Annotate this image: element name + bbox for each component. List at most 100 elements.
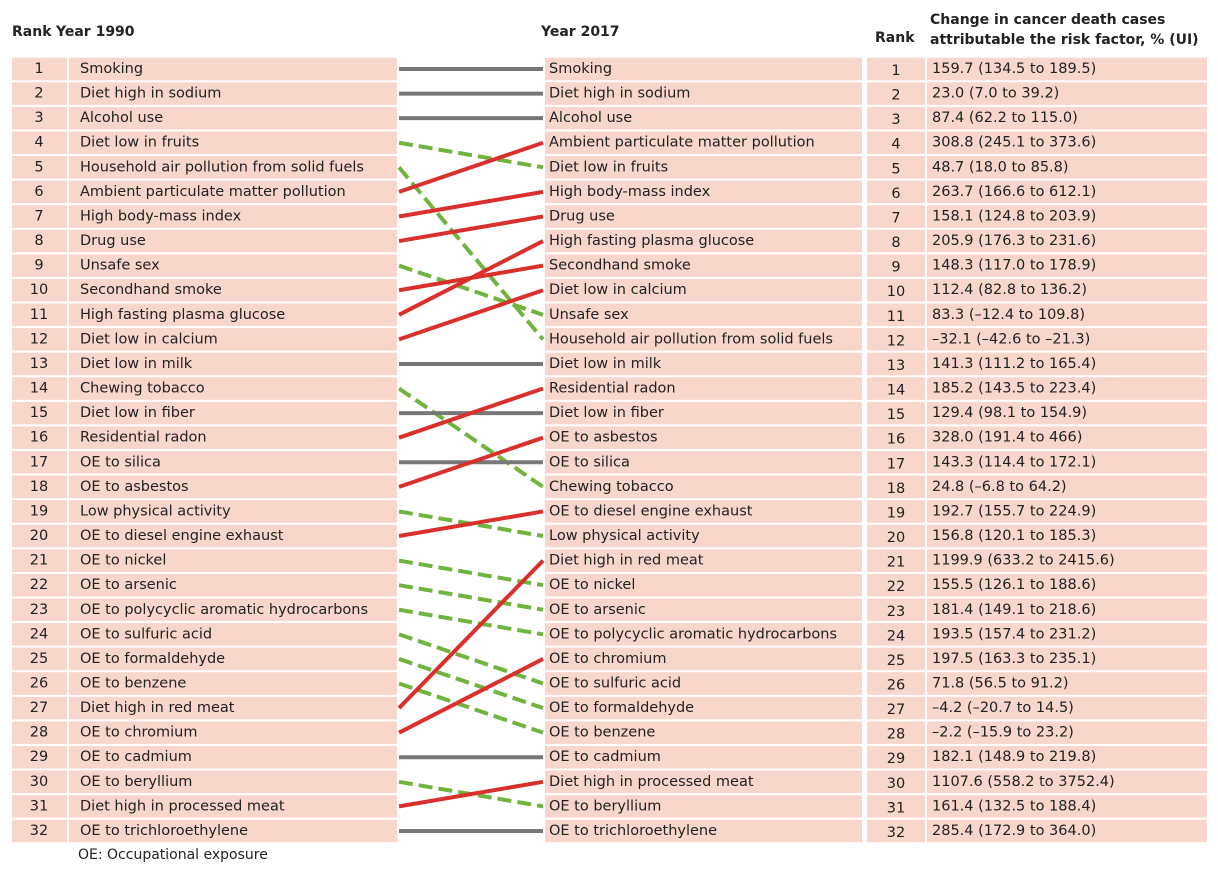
rank: 18 — [30, 479, 48, 495]
row-bg — [867, 401, 925, 425]
row-bg — [69, 745, 397, 769]
row-bg — [927, 598, 1207, 622]
change-value: 205.9 (176.3 to 231.6) — [932, 233, 1096, 249]
rank: 21 — [887, 555, 905, 571]
change-value: 83.3 (–12.4 to 109.8) — [932, 307, 1085, 323]
rank: 30 — [887, 776, 905, 792]
rank: 31 — [887, 800, 905, 816]
risk-factor: Diet low in calcium — [549, 282, 687, 298]
rank: 30 — [30, 774, 48, 790]
risk-factor: OE to formaldehyde — [549, 700, 694, 716]
rank: 2 — [891, 88, 900, 104]
row-bg — [545, 328, 862, 351]
header-change: attributable the risk factor, % (UI) — [930, 32, 1199, 48]
row-bg — [545, 745, 862, 769]
row-bg — [867, 377, 925, 400]
change-value: 197.5 (163.3 to 235.1) — [932, 651, 1096, 667]
rank: 25 — [30, 651, 48, 667]
change-value: 24.8 (–6.8 to 64.2) — [932, 479, 1067, 495]
row-bg — [545, 82, 862, 105]
change-value: 155.5 (126.1 to 188.6) — [932, 577, 1096, 593]
rank: 8 — [34, 233, 43, 249]
risk-factor: OE to polycyclic aromatic hydrocarbons — [80, 602, 368, 618]
change-value: 156.8 (120.1 to 185.3) — [932, 528, 1096, 544]
row-bg — [927, 278, 1207, 302]
rank: 19 — [887, 505, 905, 521]
row-bg — [867, 819, 925, 843]
risk-factor: Ambient particulate matter pollution — [80, 184, 346, 200]
risk-factor: OE to asbestos — [549, 430, 658, 446]
row-bg — [12, 377, 67, 400]
row-bg — [545, 401, 862, 425]
row-bg — [867, 278, 925, 302]
risk-factor: Chewing tobacco — [80, 381, 205, 397]
change-value: 285.4 (172.9 to 364.0) — [932, 823, 1096, 839]
row-bg — [927, 745, 1207, 769]
rank-connector — [398, 607, 544, 637]
row-bg — [69, 672, 397, 695]
risk-factor: Diet low in milk — [80, 356, 193, 372]
row-bg — [545, 549, 862, 572]
row-bg — [867, 795, 925, 818]
row-bg — [927, 401, 1207, 425]
row-bg — [69, 573, 397, 597]
rank: 13 — [887, 358, 905, 374]
risk-factor: Unsafe sex — [549, 307, 629, 323]
row-bg — [545, 156, 862, 179]
row-bg — [927, 328, 1207, 351]
rank: 29 — [30, 749, 48, 765]
rank: 32 — [30, 823, 48, 839]
risk-factor: Diet high in sodium — [549, 86, 690, 102]
row-bg — [12, 524, 67, 548]
row-bg — [867, 303, 925, 327]
row-bg — [867, 573, 925, 597]
change-value: –4.2 (–20.7 to 14.5) — [932, 700, 1074, 716]
row-bg — [927, 696, 1207, 720]
row-bg — [12, 180, 67, 204]
rank-connector — [398, 632, 544, 686]
rank: 17 — [30, 454, 48, 470]
change-value: 159.7 (134.5 to 189.5) — [932, 61, 1096, 77]
row-bg — [927, 524, 1207, 548]
row-bg — [927, 426, 1207, 449]
row-bg — [927, 500, 1207, 523]
row-bg — [927, 672, 1207, 695]
row-bg — [927, 475, 1207, 499]
row-bg — [69, 500, 397, 523]
risk-factor: High fasting plasma glucose — [549, 233, 754, 249]
row-bg — [12, 205, 67, 228]
row-bg — [12, 156, 67, 179]
rank: 26 — [887, 678, 905, 694]
row-bg — [545, 598, 862, 622]
change-value: 328.0 (191.4 to 466) — [932, 430, 1082, 446]
rank: 9 — [891, 260, 900, 276]
rank: 23 — [887, 604, 905, 620]
change-value: 308.8 (245.1 to 373.6) — [932, 135, 1096, 151]
row-bg — [12, 352, 67, 376]
rank: 6 — [34, 184, 43, 200]
row-bg — [12, 82, 67, 105]
row-bg — [867, 721, 925, 744]
risk-factor: Residential radon — [549, 381, 676, 397]
row-bg — [69, 303, 397, 327]
row-bg — [69, 328, 397, 351]
row-bg — [12, 450, 67, 474]
row-bg — [867, 598, 925, 622]
rank: 20 — [887, 530, 905, 546]
row-bg — [927, 205, 1207, 228]
risk-factor: Diet low in milk — [549, 356, 662, 372]
risk-factor: OE to silica — [549, 454, 630, 470]
risk-factor: OE to trichloroethylene — [80, 823, 248, 839]
rank-connector — [398, 657, 544, 710]
rank-connector — [397, 386, 545, 489]
row-bg — [69, 82, 397, 105]
rank: 15 — [30, 405, 48, 421]
rank: 2 — [34, 86, 43, 102]
header-rank: Rank — [12, 24, 52, 40]
row-bg — [867, 475, 925, 499]
rank-connector — [398, 214, 544, 244]
row-bg — [867, 623, 925, 646]
rank: 1 — [34, 61, 43, 77]
rank: 19 — [30, 503, 48, 519]
rank: 11 — [887, 309, 905, 325]
